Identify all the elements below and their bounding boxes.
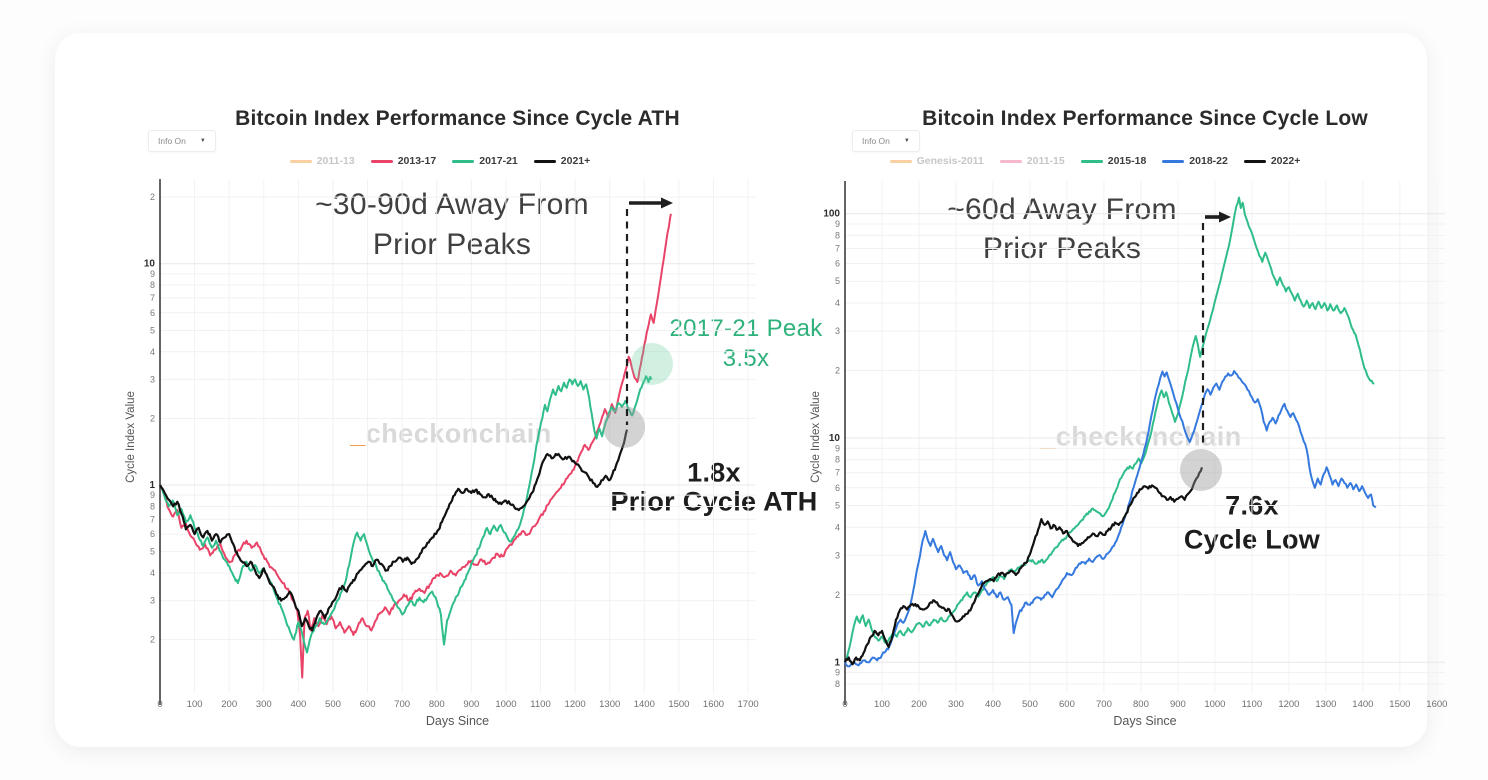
chart-annotation: 3.5x (722, 345, 770, 372)
legend: 2011-13 2013-17 2017-21 2021+ (160, 155, 720, 167)
chart-since-cycle-low: Bitcoin Index Performance Since Cycle Lo… (55, 33, 1427, 747)
info-on-label: Info On (862, 136, 890, 146)
watermark-text: checkonchain (1055, 421, 1242, 452)
legend-label: 2011-13 (316, 155, 355, 167)
x-tick-label: 1600 (1426, 699, 1447, 710)
y-axis-title: Cycle Index Value (810, 391, 822, 483)
legend-label: Genesis-2011 (916, 155, 984, 167)
legend-label: 2022+ (1270, 155, 1301, 167)
legend-label: 2021+ (560, 155, 591, 167)
legend-item-2018-22[interactable]: 2018-22 (1162, 155, 1228, 167)
x-axis-title: Days Since (1113, 714, 1177, 728)
chart-annotation: ~60d Away From (947, 193, 1177, 226)
legend-item-2011-13[interactable]: 2011-13 (289, 155, 355, 167)
watermark-checkonchain: _checkonchain (1040, 422, 1242, 453)
chart-annotation: Prior Peaks (982, 232, 1142, 265)
legend-swatch (370, 159, 393, 163)
legend-swatch (533, 159, 556, 163)
chart-card: Bitcoin Index Performance Since Cycle AT… (55, 33, 1447, 747)
legend-label: 2011-15 (1026, 155, 1065, 167)
legend-label: 2018-22 (1189, 155, 1228, 167)
legend-item-2011-15[interactable]: 2011-15 (999, 155, 1065, 167)
legend-swatch (452, 159, 475, 163)
chart-annotation: 7.6x (1225, 490, 1279, 521)
legend-item-genesis-2011[interactable]: Genesis-2011 (889, 155, 984, 167)
legend-item-2017-21[interactable]: 2017-21 (452, 155, 518, 167)
legend-swatch (1162, 159, 1185, 163)
legend: Genesis-2011 2011-15 2015-18 2018-22 2022+ (845, 155, 1345, 167)
watermark-underscore: _ (1040, 421, 1056, 452)
legend-label: 2013-17 (397, 155, 437, 167)
legend-label: 2017-21 (479, 155, 518, 167)
info-on-dropdown[interactable]: Info On ▼ (148, 130, 216, 152)
legend-label: 2015-18 (1107, 155, 1147, 167)
info-on-label: Info On (158, 136, 186, 146)
x-axis-title: Days Since (425, 714, 490, 728)
chart-title: Bitcoin Index Performance Since Cycle AT… (235, 107, 680, 130)
legend-swatch (1243, 159, 1266, 163)
legend-swatch (289, 159, 312, 163)
info-on-dropdown[interactable]: Info On ▼ (852, 130, 920, 152)
legend-item-2015-18[interactable]: 2015-18 (1080, 155, 1147, 167)
caret-down-icon: ▼ (903, 138, 910, 144)
legend-swatch (889, 159, 912, 163)
legend-item-2013-17[interactable]: 2013-17 (370, 155, 437, 167)
legend-swatch (1080, 159, 1103, 163)
legend-swatch (999, 159, 1022, 163)
legend-item-2021+[interactable]: 2021+ (533, 155, 591, 167)
legend-item-2022+[interactable]: 2022+ (1243, 155, 1301, 167)
chart-title: Bitcoin Index Performance Since Cycle Lo… (922, 107, 1368, 130)
caret-down-icon: ▼ (199, 138, 206, 144)
chart-annotation: Cycle Low (1183, 524, 1321, 555)
chart-annotation: 2017-21 Peak (669, 315, 823, 342)
